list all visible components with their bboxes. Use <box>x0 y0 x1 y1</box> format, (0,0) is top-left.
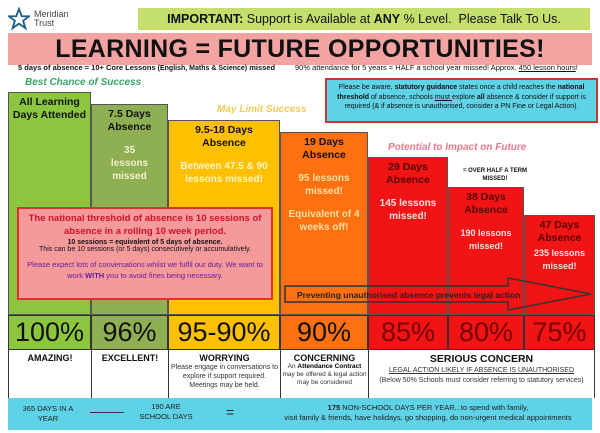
column-text: 95 lessons missed! <box>298 173 350 197</box>
zone-may: May Limit Success <box>217 104 307 115</box>
label-excellent: EXCELLENT! <box>91 350 168 398</box>
label-desc: An Attendance Contract may be offered & … <box>281 363 368 387</box>
important-any: ANY <box>373 12 401 26</box>
column-heading: 29 Days Absence <box>386 161 430 186</box>
headline: LEARNING = FUTURE OPPORTUNITIES! <box>8 33 592 65</box>
label-desc-a: An <box>287 363 298 370</box>
note-left-end: missed <box>247 63 276 72</box>
threshold-line3: This can be 10 sessions (or 5 days) cons… <box>39 246 251 253</box>
arrow-text: Preventing unauthorised absence prevents… <box>297 290 521 300</box>
over-half-term-note: = OVER HALF A TERM MISSED! <box>462 168 528 182</box>
sg-t3: of absence, schools <box>369 93 435 101</box>
label-desc-c: may be offered & legal action may be con… <box>282 371 367 386</box>
national-threshold-box: The national threshold of absence is 10 … <box>17 207 273 300</box>
non-school-days: 175 NON-SCHOOL DAYS PER YEAR...to spend … <box>278 403 578 423</box>
column-heading: 9.5-18 Days Absence <box>195 124 253 149</box>
label-name: SERIOUS CONCERN <box>429 353 534 365</box>
label-desc: LEGAL ACTION LIKELY IF ABSENCE IS UNAUTH… <box>388 367 575 374</box>
percent-95-90: 95-90% <box>168 315 280 350</box>
label-desc2: (Below 50% Schools must consider referri… <box>379 377 584 384</box>
percent-100: 100% <box>8 315 91 350</box>
school-days: 190 ARE SCHOOL DAYS <box>139 402 193 421</box>
column-heading: 7.5 Days Absence <box>107 108 152 133</box>
note-right-text: 90% attendance for 5 years = HALF a scho… <box>295 63 519 72</box>
label-amazing: AMAZING! <box>8 350 91 398</box>
important-suffix: % Level. Please Talk To Us. <box>400 12 561 26</box>
non-school-count: 175 <box>327 403 341 412</box>
equals-sign: = <box>226 404 235 420</box>
percent-96: 96% <box>91 315 168 350</box>
zone-best: Best Chance of Success <box>25 77 142 88</box>
note-right-underlined: 450 lesson hours <box>518 63 576 72</box>
note-right: 90% attendance for 5 years = HALF a scho… <box>295 63 578 72</box>
important-text: Support is Available at <box>243 12 374 26</box>
zone-potential: Potential to Impact on Future <box>388 142 527 153</box>
logo-line2: Trust <box>34 18 55 28</box>
days-summary-bar: 365 DAYS IN A YEAR 190 ARE SCHOOL DAYS =… <box>8 398 592 430</box>
percent-80: 80% <box>448 315 524 350</box>
sg-t5: absence & consider if support is require… <box>344 93 586 111</box>
logo-line1: Meridian <box>34 9 69 19</box>
column-19-days: 19 Days Absence 95 lessons missed! Equival… <box>280 132 368 315</box>
sg-b1: statutory guidance <box>394 84 458 91</box>
note-right-end: ! <box>575 63 578 72</box>
non-school-line2: visit family & friends, have holidays, g… <box>284 413 572 422</box>
label-desc: Please engage in conversations to explor… <box>170 364 279 389</box>
column-heading: 19 Days Absence <box>302 136 346 161</box>
important-banner: IMPORTANT: Support is Available at ANY %… <box>138 8 590 30</box>
column-29-days: 29 Days Absence 145 lessons missed! <box>368 157 448 315</box>
percent-75: 75% <box>524 315 595 350</box>
label-name: CONCERNING <box>293 353 356 363</box>
column-text: 190 lessons missed! <box>460 228 512 251</box>
label-concerning: CONCERNING An Attendance Contract may be … <box>280 350 368 398</box>
column-heading: 38 Days Absence <box>464 191 508 216</box>
label-name: WORRYING <box>199 353 250 363</box>
threshold-line4c: you to avoid fines being necessary. <box>104 271 223 280</box>
arrow-shape <box>284 277 592 311</box>
column-38-days: 38 Days Absence 190 lessons missed! <box>448 187 524 315</box>
sg-t2: states once a child reaches the <box>457 84 558 91</box>
meridian-trust-logo: Meridian Trust <box>8 5 83 33</box>
threshold-line4a: Please expect lots of conversations whil… <box>27 260 263 280</box>
threshold-line4: Please expect lots of conversations whil… <box>23 259 267 281</box>
label-desc-b: Attendance Contract <box>297 363 362 370</box>
column-text2: Equivalent of 4 weeks off! <box>288 209 360 233</box>
threshold-line1: The national threshold of absence is 10 … <box>28 213 262 237</box>
non-school-line1: NON-SCHOOL DAYS PER YEAR...to spend with… <box>340 403 529 412</box>
column-text: 35 lessons missed <box>110 145 149 182</box>
star-logo-icon <box>8 7 30 31</box>
note-left-sub: (English, Maths & Science) <box>157 65 248 72</box>
percent-90: 90% <box>280 315 368 350</box>
note-left-main: 5 days of absence = 10+ Core Lessons <box>18 63 158 72</box>
column-47-days: 47 Days Absence 235 lessons missed! <box>524 215 595 315</box>
sg-b2: national threshold <box>337 84 585 101</box>
arrow-line-icon <box>90 412 124 413</box>
statutory-guidance-box: Please be aware, statutory guidance stat… <box>325 78 598 123</box>
sg-b3: all <box>476 93 485 101</box>
sg-u1: must <box>434 93 452 101</box>
label-serious-concern: SERIOUS CONCERN LEGAL ACTION LIKELY IF AB… <box>368 350 595 398</box>
label-name: EXCELLENT! <box>101 353 159 363</box>
label-name: AMAZING! <box>27 353 73 363</box>
arrow-outline <box>284 277 592 311</box>
column-text: Between 47.5 & 90 lessons missed! <box>180 161 268 185</box>
column-heading: All Learning Days Attended <box>12 96 87 121</box>
days-in-year: 365 DAYS IN A YEAR <box>22 404 74 423</box>
percent-85: 85% <box>368 315 448 350</box>
label-worrying: WORRYING Please engage in conversations t… <box>168 350 280 398</box>
sg-t4: explore <box>451 93 477 101</box>
threshold-line2: 10 sessions = equivalent of 5 days of ab… <box>67 239 223 246</box>
important-prefix: IMPORTANT: <box>167 12 244 26</box>
note-left: 5 days of absence = 10+ Core Lessons (En… <box>18 63 275 72</box>
column-text: 235 lessons missed! <box>533 248 586 271</box>
column-text: 145 lessons missed! <box>379 198 437 222</box>
threshold-line4b: WITH <box>85 271 105 280</box>
sg-t1: Please be aware, <box>338 84 395 91</box>
column-heading: 47 Days Absence <box>537 219 582 244</box>
